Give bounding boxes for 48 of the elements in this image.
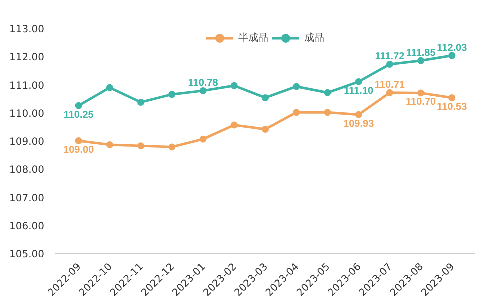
point xyxy=(230,82,238,90)
point xyxy=(418,57,425,64)
y-tick-label: 106.00 xyxy=(10,221,45,232)
y-tick-label: 108.00 xyxy=(10,165,45,176)
data-label: 110.71 xyxy=(374,80,406,91)
data-label: 111.10 xyxy=(344,86,374,97)
y-tick-label: 109.00 xyxy=(10,137,45,148)
point xyxy=(293,109,300,116)
data-label: 110.53 xyxy=(437,102,468,113)
point xyxy=(293,83,300,90)
point xyxy=(448,94,456,102)
point xyxy=(262,126,269,133)
point xyxy=(386,89,394,96)
point xyxy=(448,52,456,60)
point xyxy=(324,89,332,96)
point xyxy=(262,94,269,102)
point xyxy=(168,144,176,151)
point xyxy=(386,61,394,68)
point xyxy=(200,87,207,94)
y-tick-label: 105.00 xyxy=(10,250,45,260)
data-label: 110.25 xyxy=(64,110,94,121)
point xyxy=(106,141,114,148)
point xyxy=(75,138,82,144)
point xyxy=(106,84,114,92)
point xyxy=(418,90,425,97)
y-tick-label: 112.00 xyxy=(10,52,45,64)
point xyxy=(230,122,238,129)
data-label: 111.85 xyxy=(406,48,436,59)
point xyxy=(138,142,145,150)
y-tick-label: 110.00 xyxy=(10,108,45,120)
legend-label: 半成品 xyxy=(238,32,268,45)
point xyxy=(138,98,145,106)
point xyxy=(168,91,176,98)
data-label: 109.00 xyxy=(64,145,95,156)
data-label: 111.72 xyxy=(375,52,406,62)
data-label: 110.70 xyxy=(406,97,437,108)
data-label: 112.03 xyxy=(437,42,468,54)
point xyxy=(75,102,82,110)
point xyxy=(355,78,362,86)
point xyxy=(200,136,207,143)
data-label: 110.78 xyxy=(188,78,219,89)
y-tick-label: 107.00 xyxy=(10,193,45,204)
y-tick-label: 111.00 xyxy=(10,80,45,92)
point xyxy=(324,109,332,116)
data-label: 109.93 xyxy=(344,118,375,130)
legend-label: 成品 xyxy=(304,32,324,45)
point xyxy=(355,111,362,118)
y-tick-label: 113.00 xyxy=(10,24,45,36)
